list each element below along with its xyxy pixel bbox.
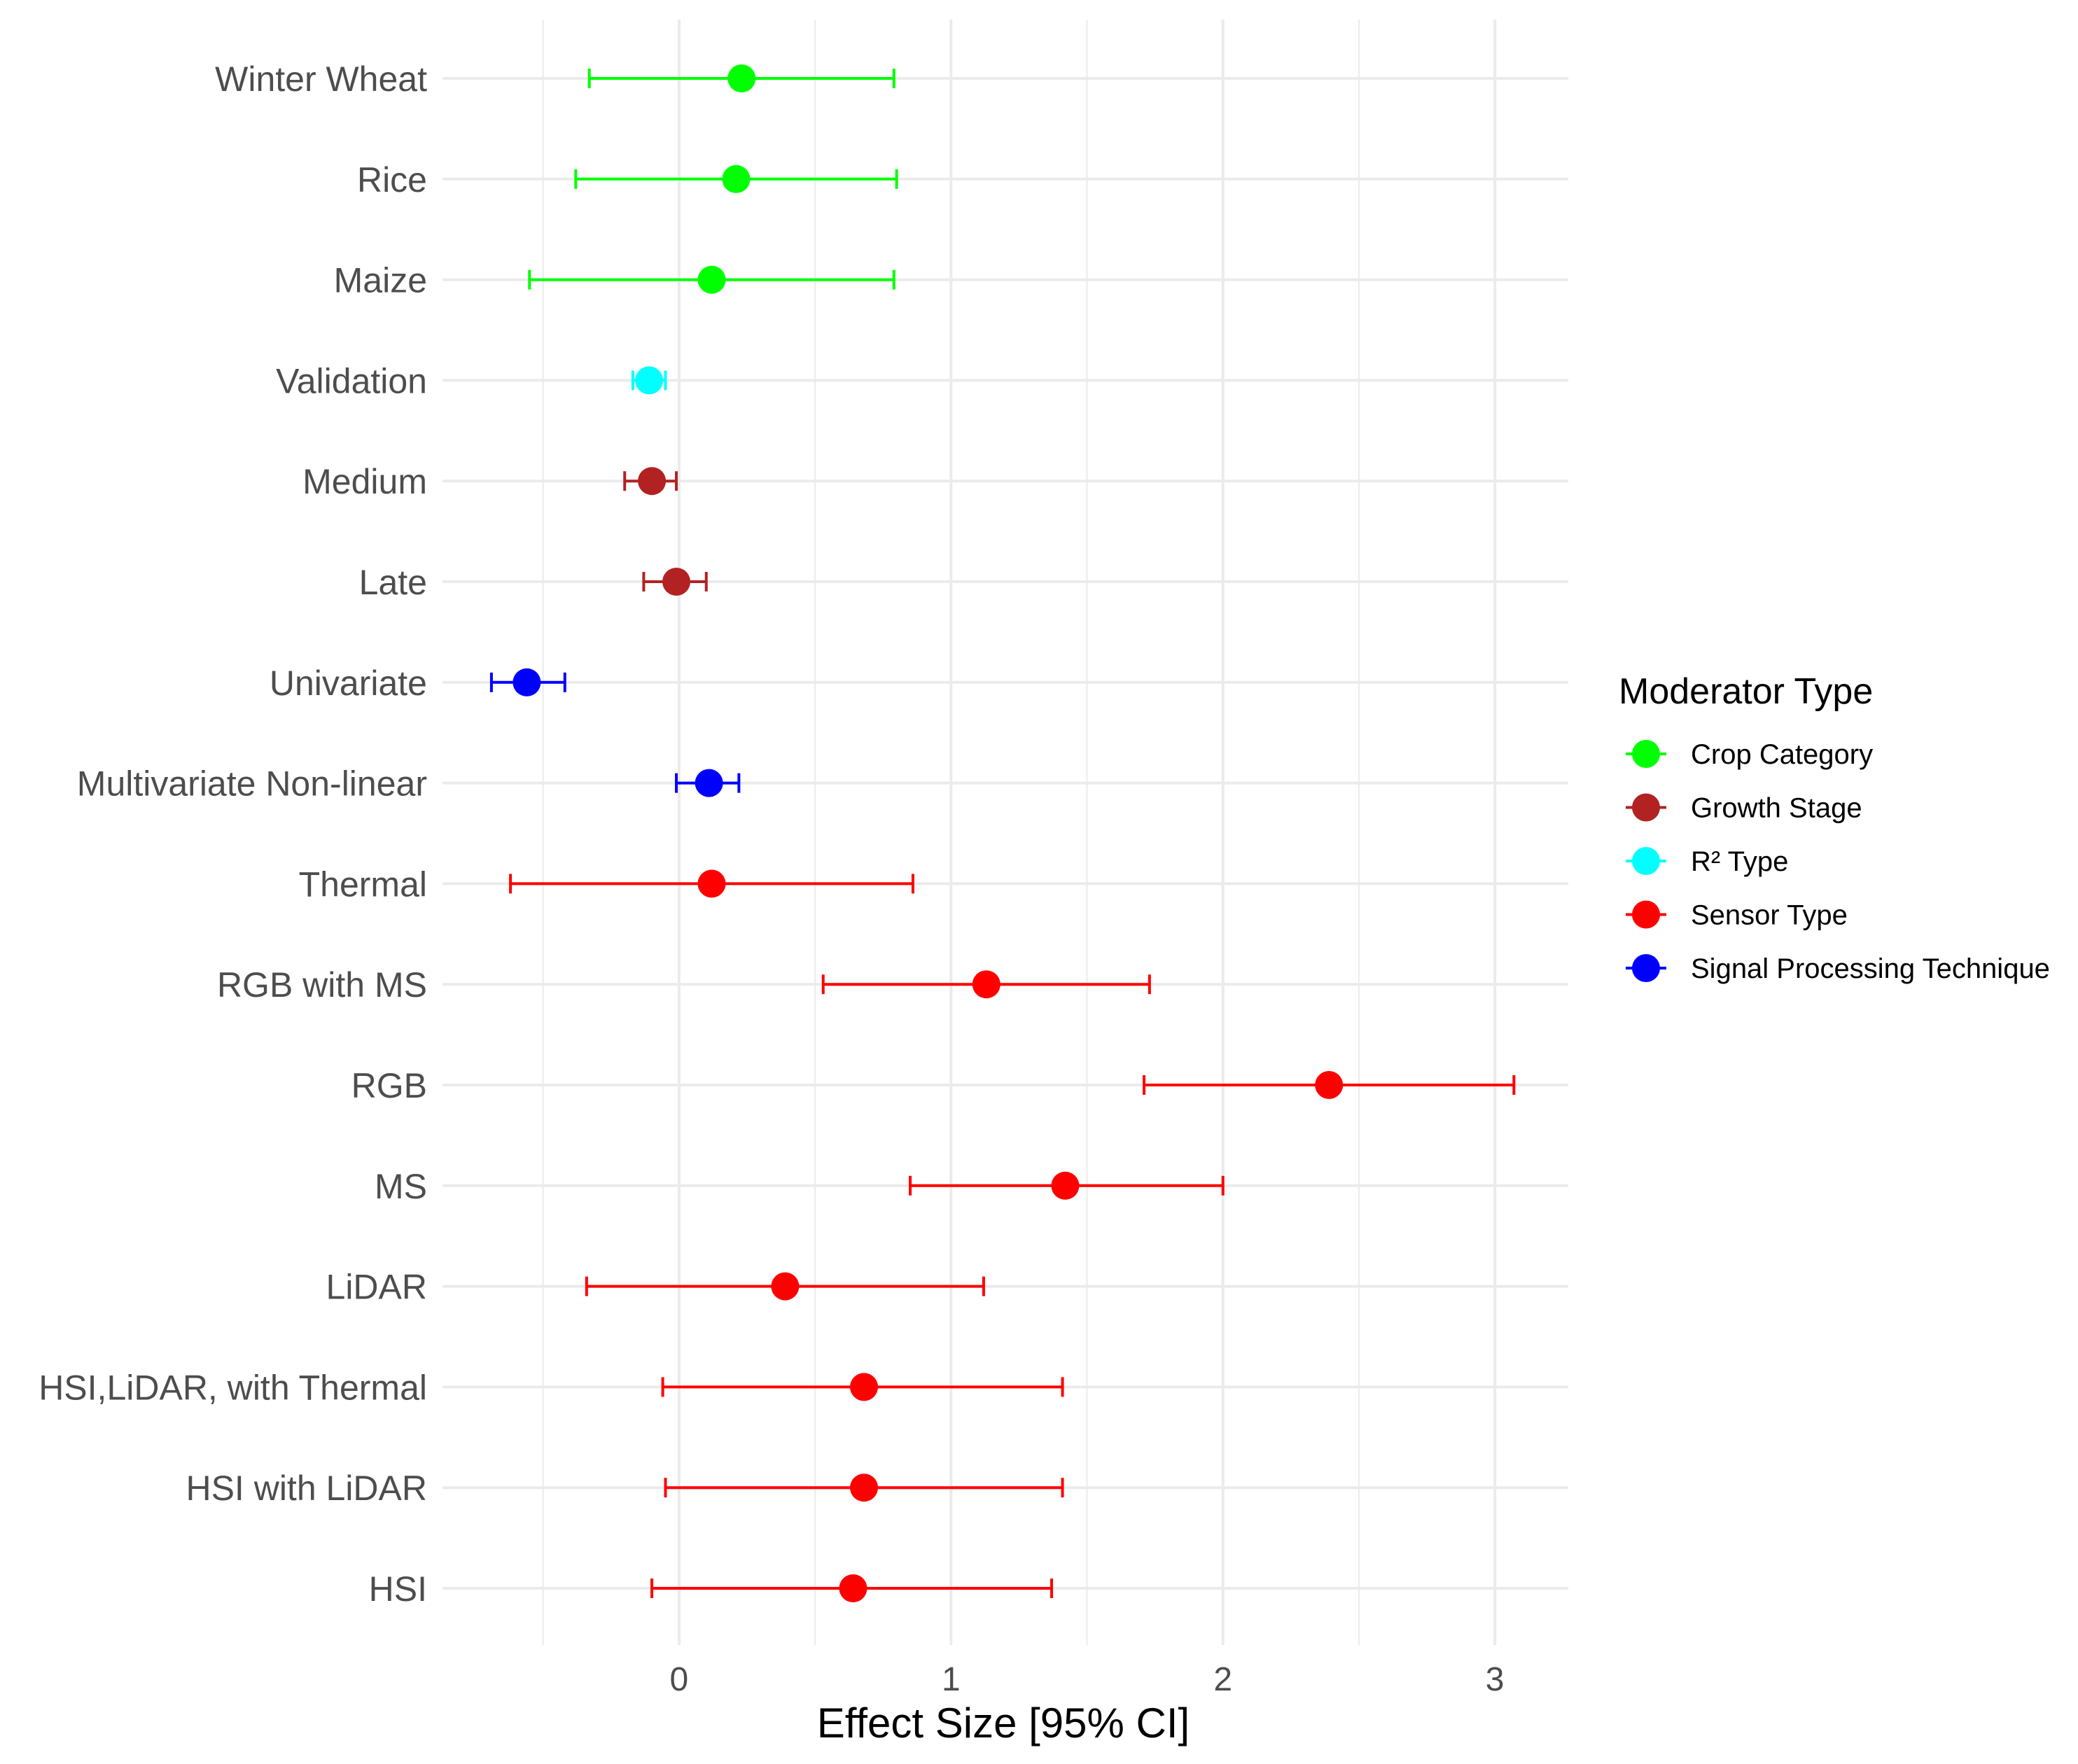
- estimate-point: [1315, 1071, 1344, 1099]
- legend-entry: Crop Category: [1626, 739, 1873, 770]
- estimate-points: [512, 64, 1344, 1602]
- estimate-point: [697, 265, 726, 294]
- y-tick-label: Maize: [334, 261, 427, 300]
- legend-key-point: [1632, 900, 1660, 929]
- estimate-point: [662, 568, 691, 596]
- y-tick-label: Medium: [302, 462, 427, 501]
- y-tick-label: LiDAR: [326, 1268, 427, 1307]
- y-tick-label: Multivariate Non-linear: [77, 764, 427, 804]
- legend-label: Signal Processing Technique: [1691, 953, 2050, 984]
- legend: Moderator Type Crop Category Growth Stage…: [1619, 671, 2050, 984]
- estimate-point: [850, 1373, 879, 1401]
- y-tick-label: HSI,LiDAR, with Thermal: [39, 1368, 427, 1407]
- legend-label: Crop Category: [1691, 739, 1873, 770]
- y-axis-tick-labels: Winter Wheat Rice Maize Validation Medium Lat…: [39, 59, 427, 1609]
- legend-entry: R² Type: [1626, 846, 1788, 877]
- legend-label: Growth Stage: [1691, 793, 1862, 824]
- legend-key-point: [1632, 954, 1660, 982]
- x-tick-label: 1: [942, 1661, 961, 1698]
- estimate-point: [727, 64, 756, 92]
- y-tick-label: Rice: [357, 160, 427, 200]
- y-tick-label: HSI: [369, 1569, 427, 1609]
- estimate-point: [635, 366, 664, 395]
- estimate-point: [638, 467, 667, 496]
- legend-key-point: [1632, 740, 1660, 768]
- estimate-point: [839, 1574, 867, 1602]
- y-tick-label: Validation: [276, 361, 427, 400]
- legend-entry: Growth Stage: [1626, 793, 1862, 824]
- y-tick-label: Univariate: [270, 664, 427, 703]
- x-axis-tick-labels: 0 1 2 3: [670, 1661, 1505, 1698]
- x-tick-label: 2: [1213, 1661, 1232, 1698]
- x-axis-title: Effect Size [95% CI]: [817, 1700, 1190, 1746]
- y-tick-label: RGB: [351, 1066, 427, 1105]
- y-tick-label: Late: [359, 563, 427, 602]
- x-tick-label: 0: [670, 1661, 689, 1698]
- estimate-point: [1051, 1171, 1080, 1200]
- y-tick-label: Thermal: [299, 864, 427, 904]
- legend-label: Sensor Type: [1691, 900, 1848, 931]
- y-tick-label: RGB with MS: [217, 965, 427, 1004]
- legend-label: R² Type: [1691, 846, 1788, 877]
- estimate-point: [695, 769, 723, 797]
- legend-entry: Sensor Type: [1626, 900, 1848, 931]
- estimate-point: [512, 668, 541, 696]
- legend-key-point: [1632, 793, 1660, 822]
- legend-entry: Signal Processing Technique: [1626, 953, 2050, 984]
- estimate-point: [972, 970, 1000, 999]
- estimate-point: [722, 164, 751, 193]
- estimate-point: [697, 869, 726, 898]
- y-tick-label: MS: [375, 1167, 427, 1206]
- legend-title: Moderator Type: [1619, 671, 1873, 712]
- y-tick-label: Winter Wheat: [215, 59, 427, 99]
- estimate-point: [850, 1474, 879, 1502]
- x-tick-label: 3: [1486, 1661, 1505, 1698]
- y-tick-label: HSI with LiDAR: [186, 1469, 427, 1508]
- legend-key-point: [1632, 847, 1660, 875]
- estimate-point: [771, 1272, 800, 1301]
